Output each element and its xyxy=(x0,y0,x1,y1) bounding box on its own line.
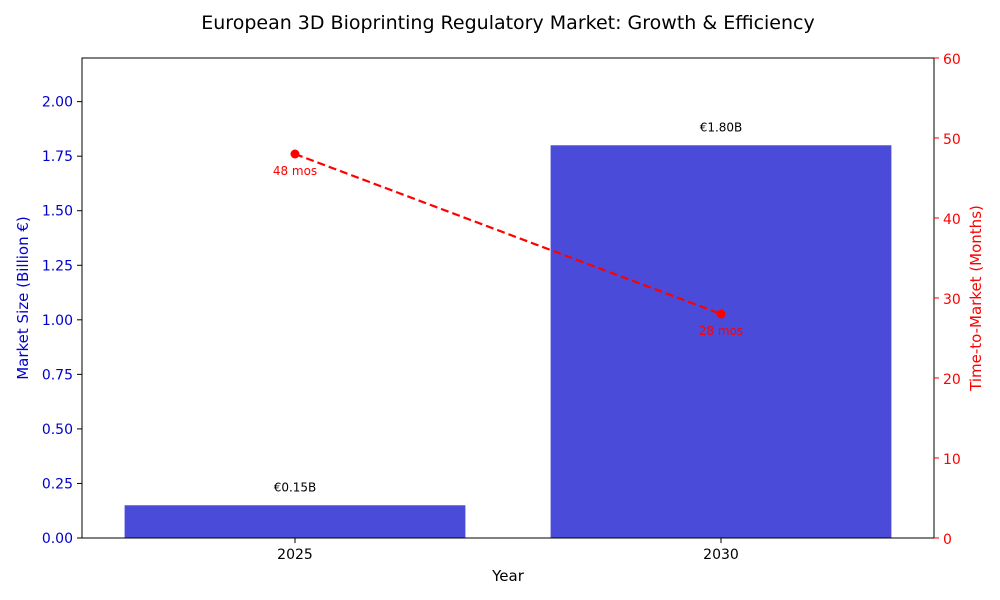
y-right-tick-label: 20 xyxy=(943,372,961,388)
y-left-tick-label: 2.00 xyxy=(42,95,73,111)
y-right-tick-label: 30 xyxy=(943,292,961,308)
bar xyxy=(124,505,466,538)
y-right-tick-label: 50 xyxy=(943,132,961,148)
y-left-tick-label: 1.75 xyxy=(42,149,73,165)
y-left-tick-label: 0.25 xyxy=(42,476,73,492)
line-data-label: 28 mos xyxy=(699,324,743,338)
y-left-tick-label: 1.50 xyxy=(42,204,73,220)
x-axis-label: Year xyxy=(491,567,525,585)
y-right-tick-label: 0 xyxy=(943,532,952,548)
plot-area: €0.15B €1.80B 48 mos 28 mos 0.00 0.25 0.50 0.75… xyxy=(42,52,961,563)
chart-title: European 3D Bioprinting Regulatory Marke… xyxy=(201,12,814,34)
line-point xyxy=(290,149,300,159)
x-tick-label: 2025 xyxy=(277,547,313,563)
y-right-tick-label: 60 xyxy=(943,52,961,68)
bar-data-label: €0.15B xyxy=(274,480,317,494)
bar xyxy=(550,145,892,539)
line-data-label: 48 mos xyxy=(273,164,317,178)
y-left-tick-label: 0.50 xyxy=(42,422,73,438)
line-point xyxy=(716,309,726,319)
y-axis-left-label: Market Size (Billion €) xyxy=(14,216,32,380)
y-right-tick-label: 10 xyxy=(943,452,961,468)
line-series xyxy=(294,152,722,316)
y-left-tick-label: 1.25 xyxy=(42,258,73,274)
y-right-tick-label: 40 xyxy=(943,212,961,228)
y-left-tick-label: 0.00 xyxy=(42,531,73,547)
y-left-tick-label: 0.75 xyxy=(42,367,73,383)
y-left-tick-label: 1.00 xyxy=(42,313,73,329)
x-tick-label: 2030 xyxy=(703,547,739,563)
bar-data-label: €1.80B xyxy=(700,120,743,134)
y-axis-right-label: Time-to-Market (Months) xyxy=(967,205,985,392)
